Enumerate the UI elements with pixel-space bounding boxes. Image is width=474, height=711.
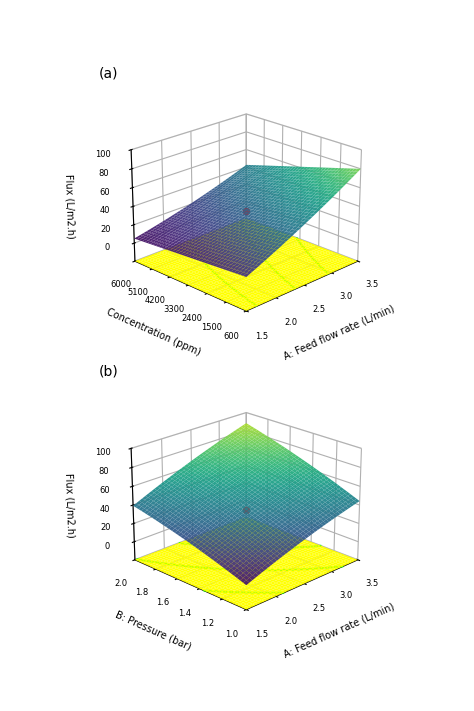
X-axis label: A: Feed flow rate (L/min): A: Feed flow rate (L/min) [282,303,396,361]
X-axis label: A: Feed flow rate (L/min): A: Feed flow rate (L/min) [282,602,396,660]
Y-axis label: B: Pressure (bar): B: Pressure (bar) [114,609,193,652]
Text: (b): (b) [99,365,118,379]
Y-axis label: Concentration (ppm): Concentration (ppm) [105,307,202,358]
Text: (a): (a) [99,66,118,80]
